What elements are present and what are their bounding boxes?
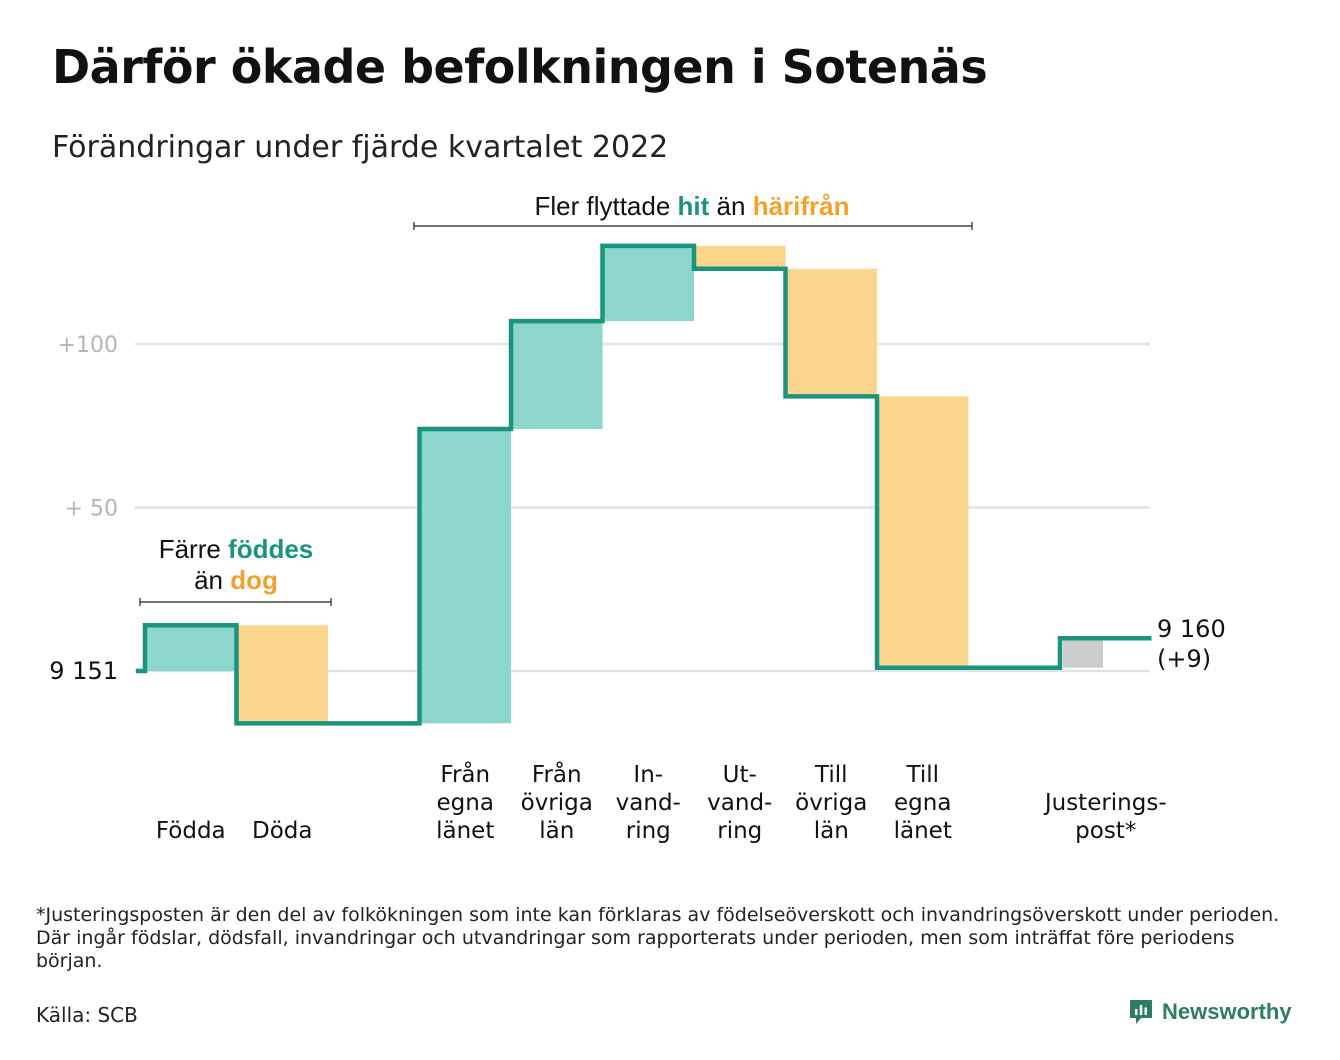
annotation-part: än [709,191,752,221]
bar-outflow [877,396,969,668]
page-title: Därför ökade befolkningen i Sotenäs [52,40,988,94]
annotation-part: dog [230,565,278,595]
category-label: egna [437,790,494,816]
category-label: Döda [252,818,312,844]
bar-inflow [602,245,694,322]
category-label: In- [633,762,663,788]
chart-subtitle: Förändringar under fjärde kvartalet 2022 [52,130,669,165]
bar-adjustment [1063,638,1103,668]
y-tick-label: +100 [58,333,118,358]
annotation-text: Fler flyttade hit än härifrån [534,191,849,221]
category-label: Till [905,762,939,788]
category-label: länet [894,818,952,844]
annotation-part: Fler flyttade [534,191,677,221]
category-label: övriga [795,790,867,816]
bar-inflow [145,625,237,671]
category-label: Till [814,762,848,788]
brand-name: Newsworthy [1162,999,1292,1024]
category-label: post* [1075,818,1136,844]
category-label: län [814,818,849,844]
bar-outflow [236,625,328,724]
category-label: län [539,818,574,844]
brand-logo: Newsworthy [1128,998,1292,1026]
category-label: egna [894,790,951,816]
footnote: *Justeringsposten är den del av folkökni… [36,904,1280,972]
category-label: Födda [156,818,226,844]
category-label: länet [436,818,494,844]
newsworthy-logo-icon [1130,1000,1152,1024]
bar-outflow [785,268,877,397]
category-label: vand- [616,790,681,816]
annotation-part: föddes [228,534,313,564]
bar-inflow [419,429,511,724]
annotation-part: Färre [159,534,228,564]
annotation-text: än dog [194,565,278,595]
running-total-line [136,243,1152,726]
category-label: Ut- [723,762,757,788]
end-value-label: (+9) [1157,645,1211,673]
annotation-part: härifrån [753,191,850,221]
annotation-text: Färre föddes [159,534,314,564]
bar-outflow [694,245,786,269]
annotation-part: hit [678,191,710,221]
category-label: Från [532,760,582,788]
category-label: ring [626,818,671,844]
category-label: vand- [707,790,772,816]
category-label: Justerings- [1043,790,1167,816]
category-label: ring [717,818,762,844]
end-value-label: 9 160 [1157,615,1226,643]
category-label: övriga [521,790,593,816]
annotation-part: än [194,565,230,595]
source-note: Källa: SCB [36,1003,138,1027]
start-value-label: 9 151 [49,657,118,685]
category-label: Från [440,760,490,788]
y-tick-label: + 50 [65,497,118,522]
bar-inflow [511,321,603,430]
